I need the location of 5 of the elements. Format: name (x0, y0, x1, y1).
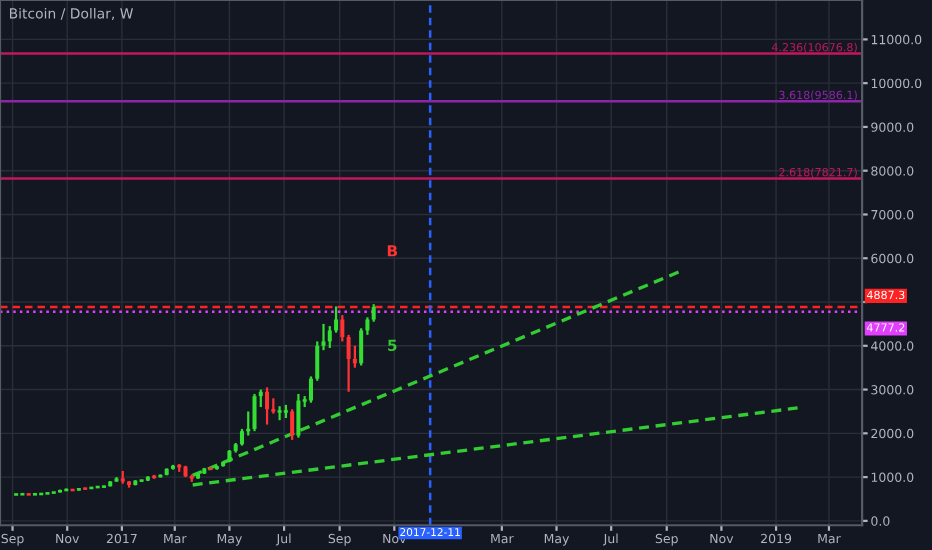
candlestick (296, 392, 301, 439)
candlestick (252, 392, 257, 433)
candlestick (265, 386, 270, 426)
candlestick (277, 405, 282, 422)
candlestick (290, 408, 295, 442)
